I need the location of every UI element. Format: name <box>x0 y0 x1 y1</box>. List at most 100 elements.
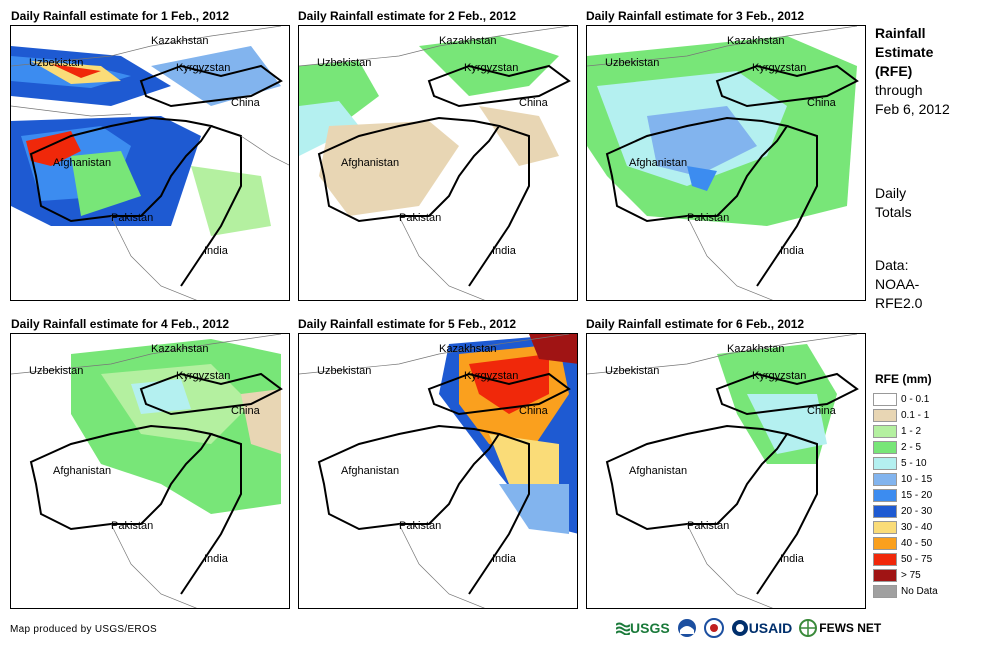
rain-layer <box>71 339 281 514</box>
label-kyrgyzstan: Kyrgyzstan <box>176 62 230 74</box>
legend-label: > 75 <box>901 569 921 581</box>
legend-label: No Data <box>901 585 938 597</box>
legend-title: RFE (mm) <box>875 372 932 386</box>
label-pakistan: Pakistan <box>111 212 153 224</box>
usgs-text: USGS <box>630 620 670 636</box>
borders-thin <box>11 26 289 300</box>
legend-swatch <box>873 520 897 534</box>
label-uzbekistan: Uzbekistan <box>29 365 83 377</box>
label-china: China <box>231 405 261 417</box>
legend-item: 50 - 75 <box>873 551 938 567</box>
label-pakistan: Pakistan <box>111 520 153 532</box>
rainfall-map-feb2: Kazakhstan Uzbekistan Kyrgyzstan China A… <box>299 26 571 300</box>
label-pakistan: Pakistan <box>399 520 441 532</box>
borders-thin <box>299 26 570 300</box>
data-label: Data: <box>875 257 909 273</box>
label-china: China <box>807 97 837 109</box>
label-india: India <box>492 245 517 257</box>
label-afghanistan: Afghanistan <box>629 157 687 169</box>
legend-label: 40 - 50 <box>901 537 933 549</box>
legend-label: 1 - 2 <box>901 425 922 437</box>
borders-thick <box>29 64 283 287</box>
legend-label: 50 - 75 <box>901 553 933 565</box>
map-panel-feb2: Kazakhstan Uzbekistan Kyrgyzstan China A… <box>298 25 578 301</box>
legend-item: 2 - 5 <box>873 439 938 455</box>
map-panel-feb1: Kazakhstan Uzbekistan Kyrgyzstan China A… <box>10 25 290 301</box>
panel-title-feb1: Daily Rainfall estimate for 1 Feb., 2012 <box>11 9 230 23</box>
label-kyrgyzstan: Kyrgyzstan <box>176 370 230 382</box>
legend-swatch <box>873 488 897 502</box>
title-through: through <box>875 82 923 98</box>
legend-swatch <box>873 536 897 550</box>
label-kazakhstan: Kazakhstan <box>151 35 208 47</box>
label-pakistan: Pakistan <box>687 520 729 532</box>
label-china: China <box>519 97 549 109</box>
title-line-3: (RFE) <box>875 63 913 79</box>
label-india: India <box>780 553 805 565</box>
daily-label: Daily <box>875 185 907 201</box>
map-panel-feb5: Kazakhstan Uzbekistan Kyrgyzstan China A… <box>298 333 578 609</box>
legend-swatch <box>873 440 897 454</box>
label-uzbekistan: Uzbekistan <box>605 57 659 69</box>
legend-swatch <box>873 408 897 422</box>
label-kyrgyzstan: Kyrgyzstan <box>464 62 518 74</box>
legend-swatch <box>873 424 897 438</box>
fewsnet-text: FEWS NET <box>819 621 882 635</box>
label-kyrgyzstan: Kyrgyzstan <box>752 62 806 74</box>
usgs-logo: USGS <box>616 620 670 636</box>
legend-swatch <box>873 392 897 406</box>
map-panel-feb4: Kazakhstan Uzbekistan Kyrgyzstan China A… <box>10 333 290 609</box>
legend-swatch <box>873 504 897 518</box>
rainfall-map-feb3: Kazakhstan Uzbekistan Kyrgyzstan China A… <box>587 26 859 300</box>
label-china: China <box>519 405 549 417</box>
usaid-text: USAID <box>748 620 793 636</box>
legend-swatch <box>873 552 897 566</box>
title-line-1: Rainfall <box>875 25 926 41</box>
label-pakistan: Pakistan <box>687 212 729 224</box>
fewsnet-logo: FEWS NET <box>799 619 881 637</box>
noaa-logo-icon <box>677 619 696 637</box>
label-india: India <box>204 245 229 257</box>
legend-item: 10 - 15 <box>873 471 938 487</box>
legend-swatch <box>873 584 897 598</box>
legend-item: 0 - 0.1 <box>873 391 938 407</box>
label-kyrgyzstan: Kyrgyzstan <box>752 370 806 382</box>
label-afghanistan: Afghanistan <box>341 157 399 169</box>
label-uzbekistan: Uzbekistan <box>317 365 371 377</box>
legend-label: 0.1 - 1 <box>901 409 930 421</box>
rain-layer <box>587 36 857 226</box>
label-kazakhstan: Kazakhstan <box>439 35 496 47</box>
fewsnet-globe-icon <box>799 619 818 637</box>
borders-thick <box>29 372 283 595</box>
label-afghanistan: Afghanistan <box>53 465 111 477</box>
borders-thick <box>317 372 571 595</box>
label-india: India <box>780 245 805 257</box>
label-kazakhstan: Kazakhstan <box>151 343 208 355</box>
legend-label: 15 - 20 <box>901 489 933 501</box>
totals-label: Totals <box>875 204 912 220</box>
borders-thick <box>317 64 571 287</box>
label-india: India <box>204 553 229 565</box>
legend-swatch <box>873 568 897 582</box>
label-pakistan: Pakistan <box>399 212 441 224</box>
label-kazakhstan: Kazakhstan <box>727 343 784 355</box>
legend-item: 40 - 50 <box>873 535 938 551</box>
panel-title-feb5: Daily Rainfall estimate for 5 Feb., 2012 <box>298 317 517 331</box>
label-kyrgyzstan: Kyrgyzstan <box>464 370 518 382</box>
borders-thin <box>11 334 282 608</box>
data-source-line-1: NOAA- <box>875 276 920 292</box>
panel-title-feb4: Daily Rainfall estimate for 4 Feb., 2012 <box>11 317 230 331</box>
sidebar-title: Rainfall Estimate (RFE) through Feb 6, 2… <box>875 24 950 119</box>
borders-thin <box>587 334 858 608</box>
rain-layer <box>439 334 577 534</box>
usaid-seal-icon <box>731 620 748 636</box>
label-kazakhstan: Kazakhstan <box>727 35 784 47</box>
label-china: China <box>807 405 837 417</box>
rainfall-map-feb5: Kazakhstan Uzbekistan Kyrgyzstan China A… <box>299 334 577 608</box>
data-source-line-2: RFE2.0 <box>875 295 923 311</box>
borders-thick <box>605 64 859 287</box>
legend-swatch <box>873 472 897 486</box>
legend-item: 20 - 30 <box>873 503 938 519</box>
rainfall-map-feb6: Kazakhstan Uzbekistan Kyrgyzstan China A… <box>587 334 859 608</box>
legend: 0 - 0.1 0.1 - 1 1 - 2 2 - 5 5 - 10 10 - 15 15 … <box>873 391 938 599</box>
